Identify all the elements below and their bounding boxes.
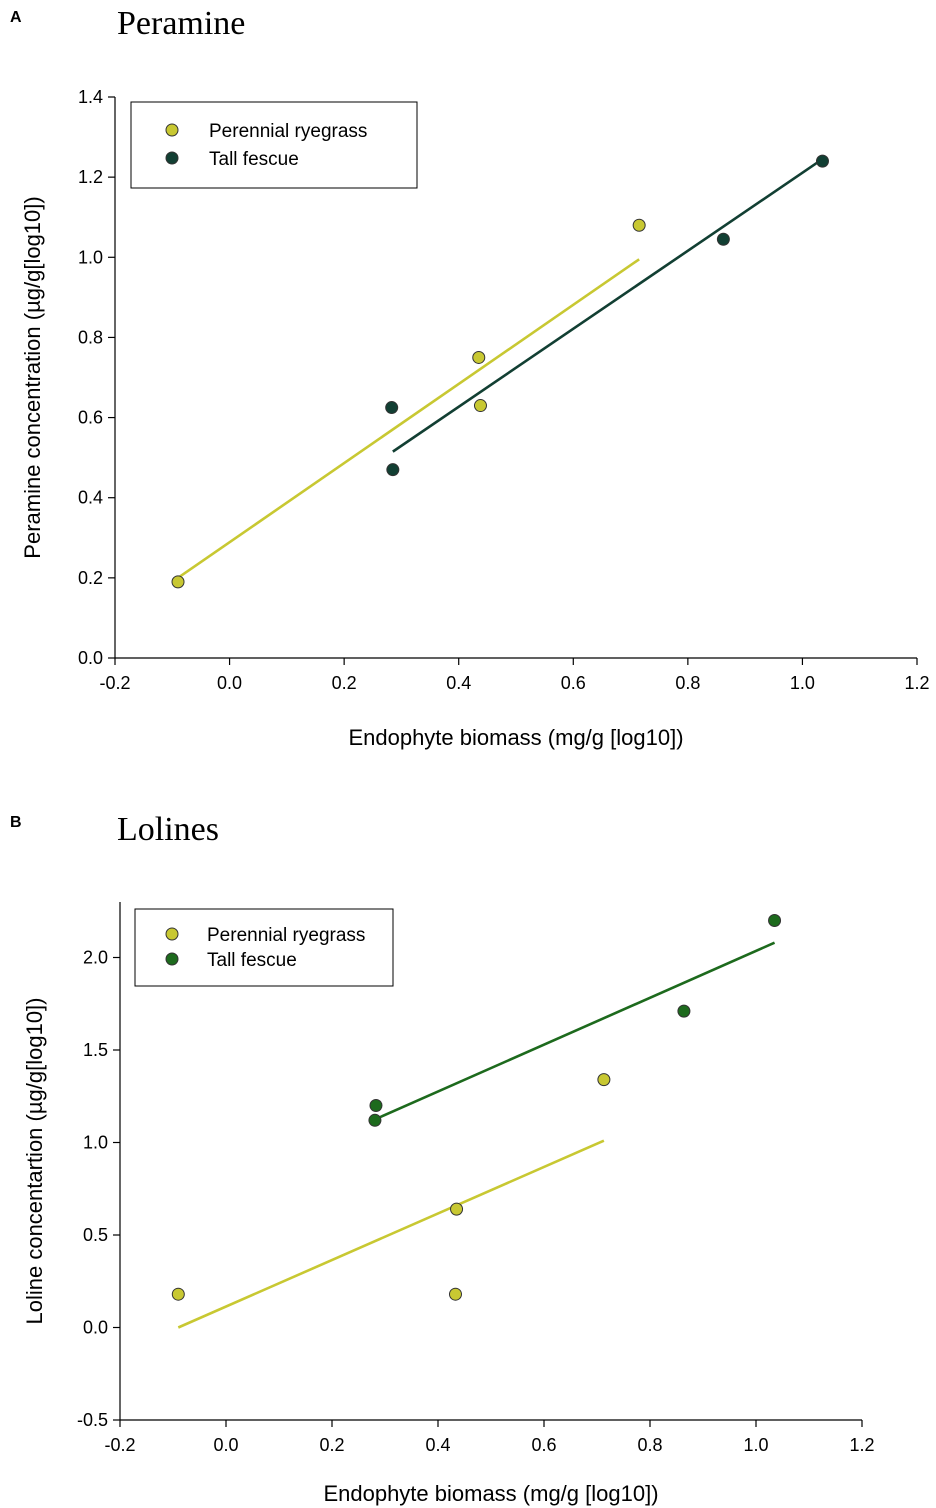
x-tick-label: 0.2 <box>319 1435 344 1455</box>
x-tick-label: 1.0 <box>790 673 815 693</box>
x-tick-label: 0.2 <box>332 673 357 693</box>
data-point-tall-fescue <box>768 914 782 927</box>
legend-marker <box>165 123 179 137</box>
data-point-tall-fescue <box>677 1004 691 1018</box>
x-axis-title: Endophyte biomass (mg/g [log10]) <box>323 1481 658 1506</box>
legend-label: Tall fescue <box>209 149 299 170</box>
x-tick-label: 0.8 <box>637 1435 662 1455</box>
legend: Perennial ryegrass Tall fescue <box>134 908 394 987</box>
x-tick-label: -0.2 <box>99 673 130 693</box>
y-tick-label: 2.0 <box>83 948 108 968</box>
panel-b: B Lolines -0.2 0.0 0.2 0.4 0.6 0.8 1.0 1.2 -0.5 0.0… <box>10 811 875 1506</box>
chart-title: Lolines <box>117 811 219 848</box>
y-axis-title: Peramine concentration (µg/g[log10]) <box>20 196 45 558</box>
y-tick-label: 0.6 <box>78 408 103 428</box>
y-axis-title: Loline concentartion (µg/g[log10]) <box>22 998 47 1325</box>
legend: Perennial ryegrass Tall fescue <box>130 101 418 189</box>
data-point-perennial-ryegrass <box>473 399 487 413</box>
x-tick-label: 0.6 <box>561 673 586 693</box>
data-point-perennial-ryegrass <box>450 1202 464 1216</box>
data-point-tall-fescue <box>815 154 829 168</box>
legend-marker <box>165 952 179 966</box>
legend-label: Perennial ryegrass <box>209 121 367 142</box>
data-point-perennial-ryegrass <box>171 575 185 589</box>
y-tick-label: 0.2 <box>78 568 103 588</box>
panel-letter: B <box>10 814 22 831</box>
y-tick-label: 1.2 <box>78 167 103 187</box>
data-point-tall-fescue <box>386 463 400 477</box>
legend-label: Tall fescue <box>207 950 297 971</box>
x-tick-label: 0.0 <box>213 1435 238 1455</box>
legend-label: Perennial ryegrass <box>207 925 365 946</box>
fit-line-perennial-ryegrass <box>177 1139 605 1329</box>
y-tick-label: 0.4 <box>78 488 103 508</box>
legend-box <box>130 101 418 189</box>
x-tick-label: 0.8 <box>675 673 700 693</box>
y-tick-label: -0.5 <box>77 1410 108 1430</box>
x-tick-label: 0.6 <box>531 1435 556 1455</box>
x-tick-label: -0.2 <box>104 1435 135 1455</box>
data-point-perennial-ryegrass <box>171 1287 185 1301</box>
data-point-tall-fescue <box>385 401 399 415</box>
x-tick-label: 1.0 <box>743 1435 768 1455</box>
data-point-perennial-ryegrass <box>448 1287 462 1301</box>
x-axis-title: Endophyte biomass (mg/g [log10]) <box>348 725 683 750</box>
y-tick-label: 1.0 <box>78 247 103 267</box>
x-tick-label: 0.4 <box>446 673 471 693</box>
y-tick-label: 0.8 <box>78 327 103 347</box>
fit-line-tall-fescue <box>376 941 776 1120</box>
x-tick-label: 1.2 <box>904 673 929 693</box>
x-tick-label: 0.4 <box>425 1435 450 1455</box>
panel-letter: A <box>10 9 22 26</box>
data-point-tall-fescue <box>368 1113 382 1127</box>
data-point-tall-fescue <box>369 1099 383 1112</box>
legend-marker <box>165 151 179 165</box>
x-tick-label: 0.0 <box>217 673 242 693</box>
data-point-perennial-ryegrass <box>632 218 646 232</box>
chart-title: Peramine <box>117 5 245 42</box>
legend-box <box>134 908 394 987</box>
y-tick-label: 0.0 <box>83 1318 108 1338</box>
y-tick-label: 0.0 <box>78 648 103 668</box>
panel-a: A Peramine -0.2 0.0 0.2 0.4 0.6 0.8 1.0 1.2 0.0 0.2… <box>10 5 930 750</box>
legend-marker <box>165 927 179 941</box>
fit-line-perennial-ryegrass <box>177 258 640 579</box>
x-tick-label: 1.2 <box>849 1435 874 1455</box>
fit-line-tall-fescue <box>392 158 824 453</box>
y-tick-label: 1.5 <box>83 1040 108 1060</box>
data-point-tall-fescue <box>716 232 730 246</box>
y-tick-label: 0.5 <box>83 1225 108 1245</box>
data-point-perennial-ryegrass <box>597 1073 611 1087</box>
y-tick-label: 1.0 <box>83 1133 108 1153</box>
y-tick-label: 1.4 <box>78 87 103 107</box>
data-point-perennial-ryegrass <box>472 350 486 364</box>
